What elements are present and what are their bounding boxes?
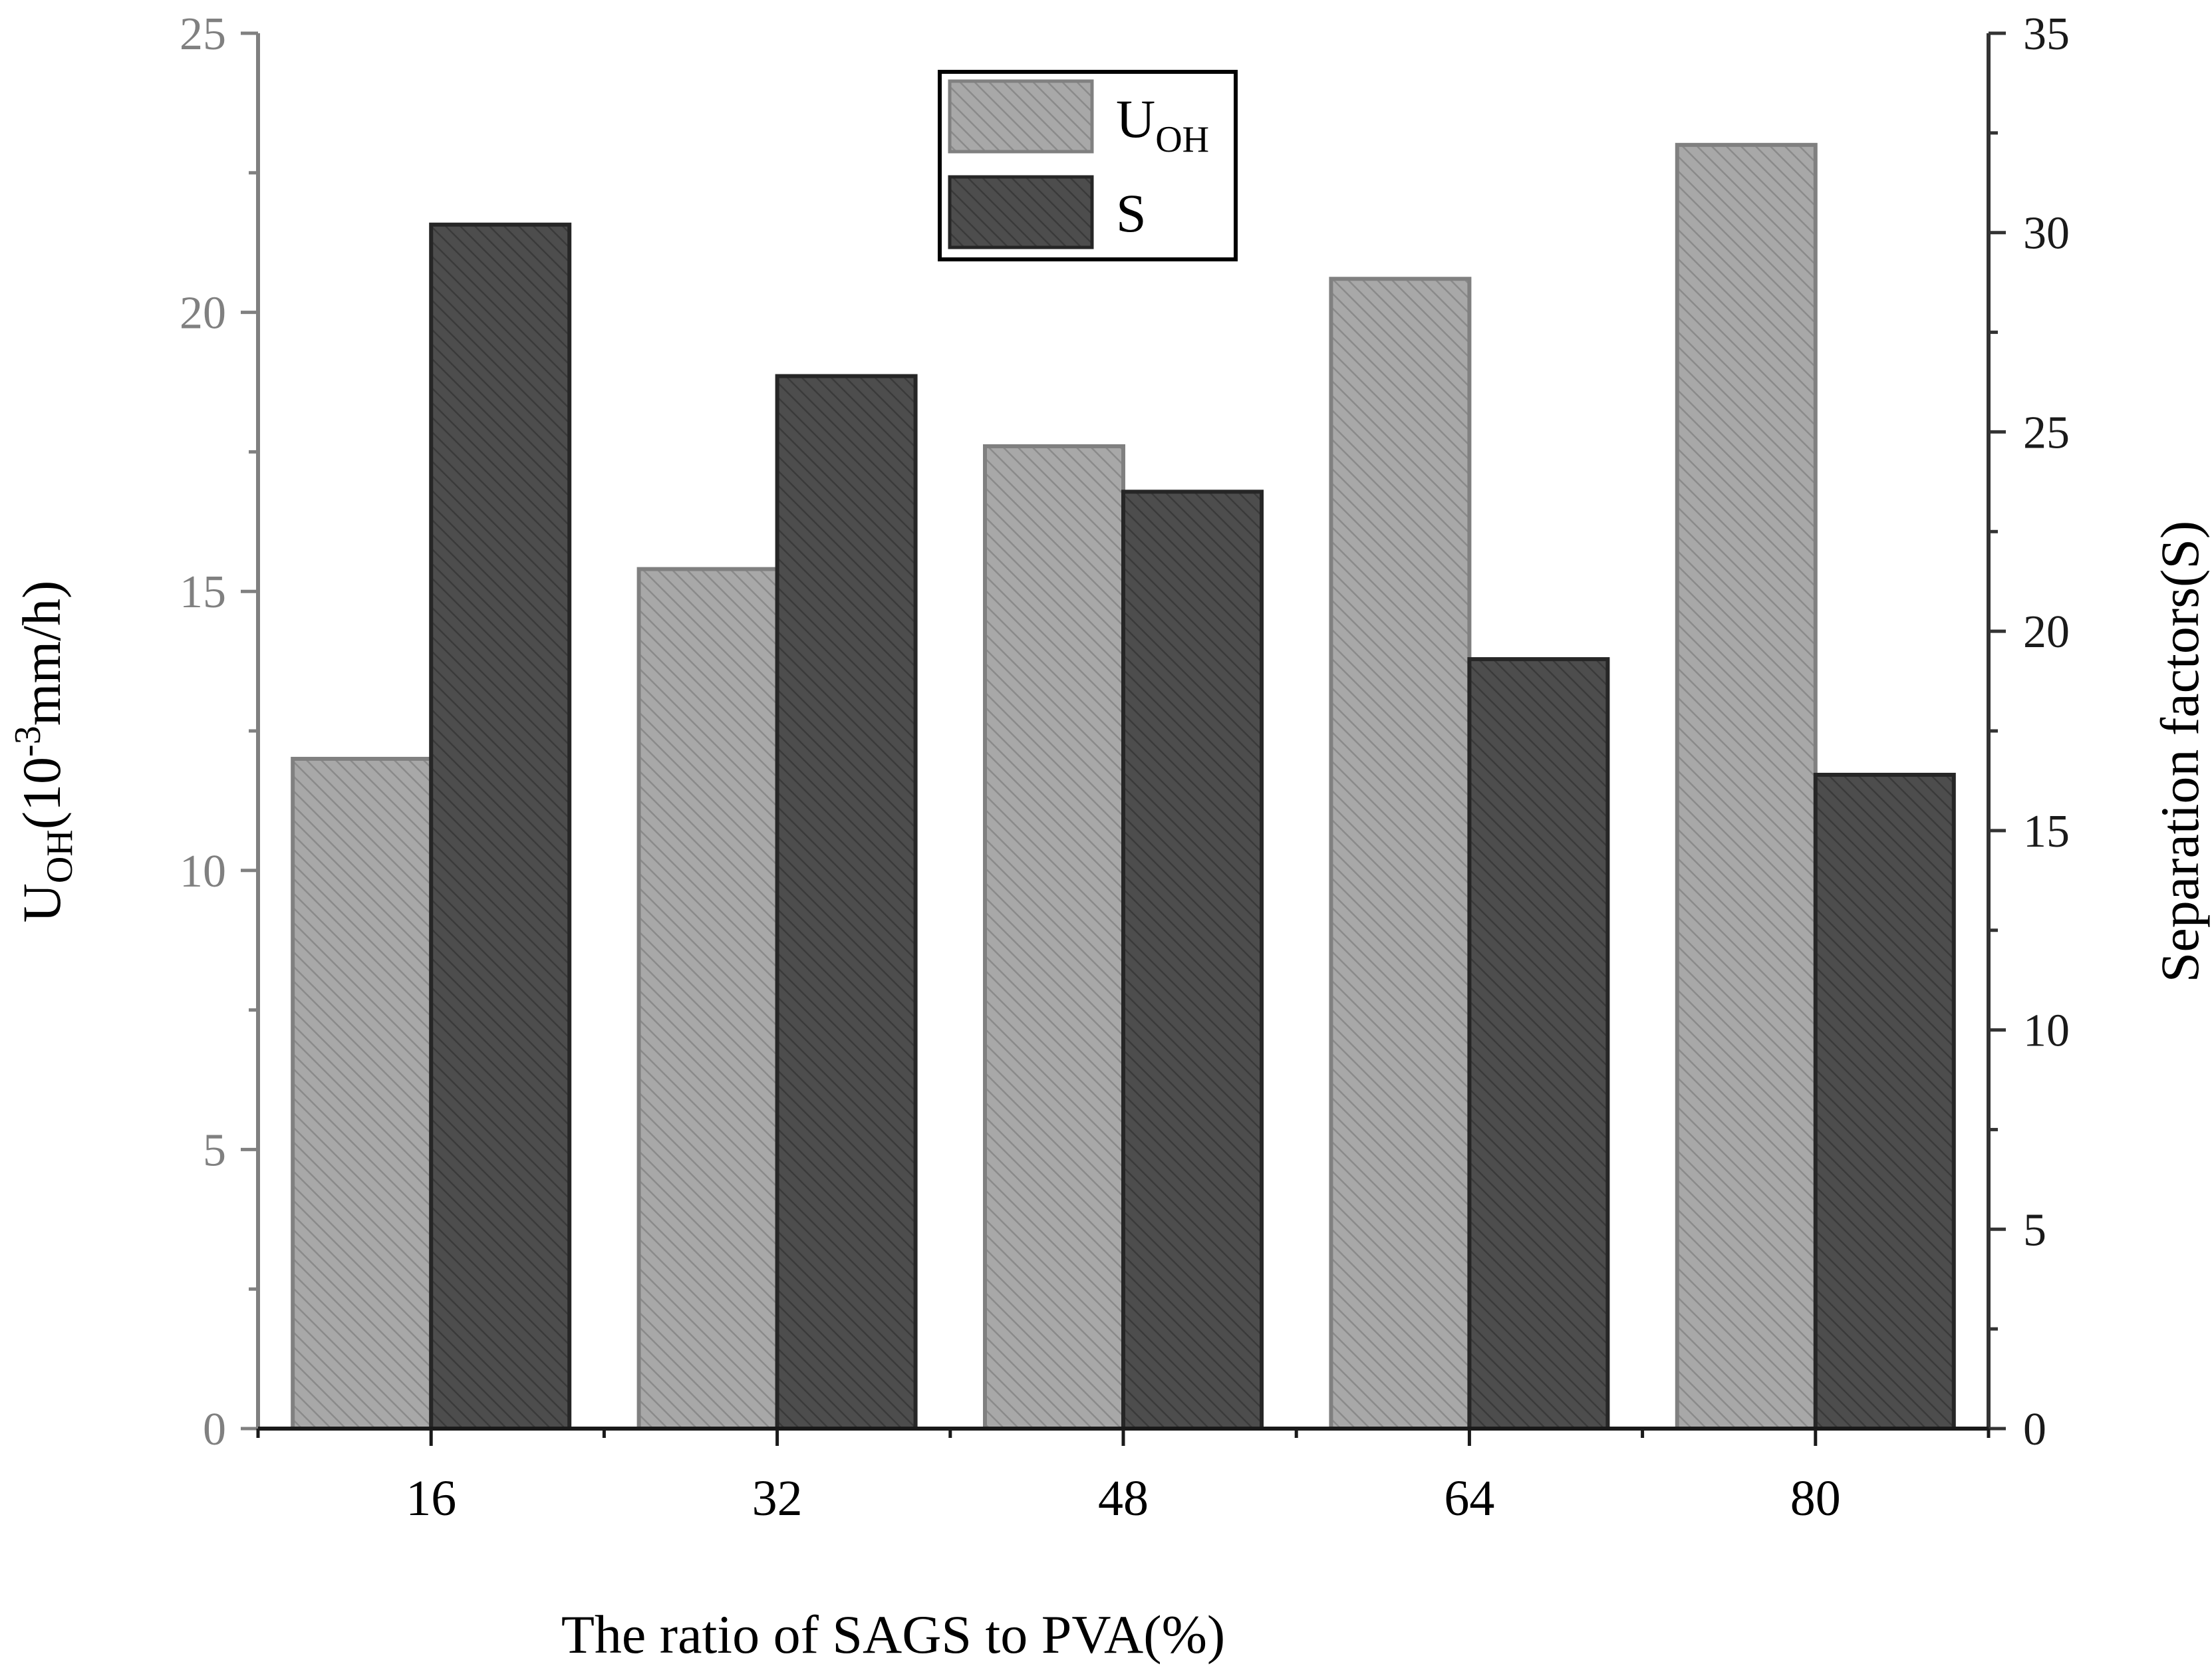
bar-s-48 <box>1121 489 1264 1431</box>
legend-swatch-s <box>948 175 1094 249</box>
y-right-tick-label-5: 5 <box>2023 1204 2046 1256</box>
y-axis-right-title: Separation factors(S) <box>2149 521 2210 982</box>
y-right-tick-label-10: 10 <box>2023 1006 2070 1057</box>
y-right-tick-label-35: 35 <box>2023 9 2070 60</box>
y-axis-left-title-sub: OH <box>39 829 80 883</box>
legend-label-s: S <box>1116 183 1147 243</box>
legend-label-uoh-main: U <box>1116 88 1155 149</box>
bars-group <box>291 142 1956 1431</box>
bar-s-16 <box>429 222 572 1431</box>
bar-uoh-48 <box>983 444 1125 1431</box>
y-right-tick-label-25: 25 <box>2023 407 2070 458</box>
bar-uoh-64 <box>1329 277 1472 1431</box>
y-left-tick-label-15: 15 <box>180 567 226 618</box>
y-axis-left-title: UOH(10-3mm/h) <box>7 581 80 923</box>
ticks-group: 0 5 10 15 20 25 0 5 10 15 20 25 30 35 16 32 48 64 80 <box>180 9 2070 1526</box>
y-right-tick-label-30: 30 <box>2023 208 2070 259</box>
y-axis-left-title-main: U <box>11 883 72 922</box>
bar-uoh-32 <box>636 567 779 1431</box>
y-right-tick-label-20: 20 <box>2023 607 2070 658</box>
x-axis-title: The ratio of SAGS to PVA(%) <box>561 1604 1225 1665</box>
y-axis-left-title-rest: (10 <box>11 757 72 829</box>
bar-s-32 <box>775 374 918 1431</box>
y-axis-left-title-tail: mm/h) <box>11 581 72 726</box>
x-tick-label-80: 80 <box>1790 1470 1841 1526</box>
x-tick-label-16: 16 <box>406 1470 456 1526</box>
y-axis-left-title-sup: -3 <box>7 726 49 757</box>
y-left-tick-label-25: 25 <box>180 9 226 60</box>
bar-s-64 <box>1467 657 1610 1431</box>
x-tick-label-64: 64 <box>1444 1470 1494 1526</box>
y-right-tick-label-0: 0 <box>2023 1404 2046 1455</box>
legend-label-uoh: UOH <box>1116 88 1209 160</box>
x-tick-label-48: 48 <box>1098 1470 1149 1526</box>
y-right-tick-label-15: 15 <box>2023 806 2070 857</box>
legend: UOH S <box>938 70 1238 261</box>
x-tick-label-32: 32 <box>752 1470 803 1526</box>
y-left-tick-label-0: 0 <box>203 1404 226 1455</box>
legend-label-uoh-sub: OH <box>1155 119 1209 160</box>
y-left-tick-label-10: 10 <box>180 846 226 897</box>
bar-uoh-80 <box>1675 142 1818 1431</box>
y-left-tick-label-5: 5 <box>203 1125 226 1176</box>
bar-uoh-16 <box>291 756 434 1431</box>
legend-swatch-uoh <box>948 79 1094 154</box>
bar-s-80 <box>1813 772 1956 1431</box>
y-left-tick-label-20: 20 <box>180 288 226 339</box>
